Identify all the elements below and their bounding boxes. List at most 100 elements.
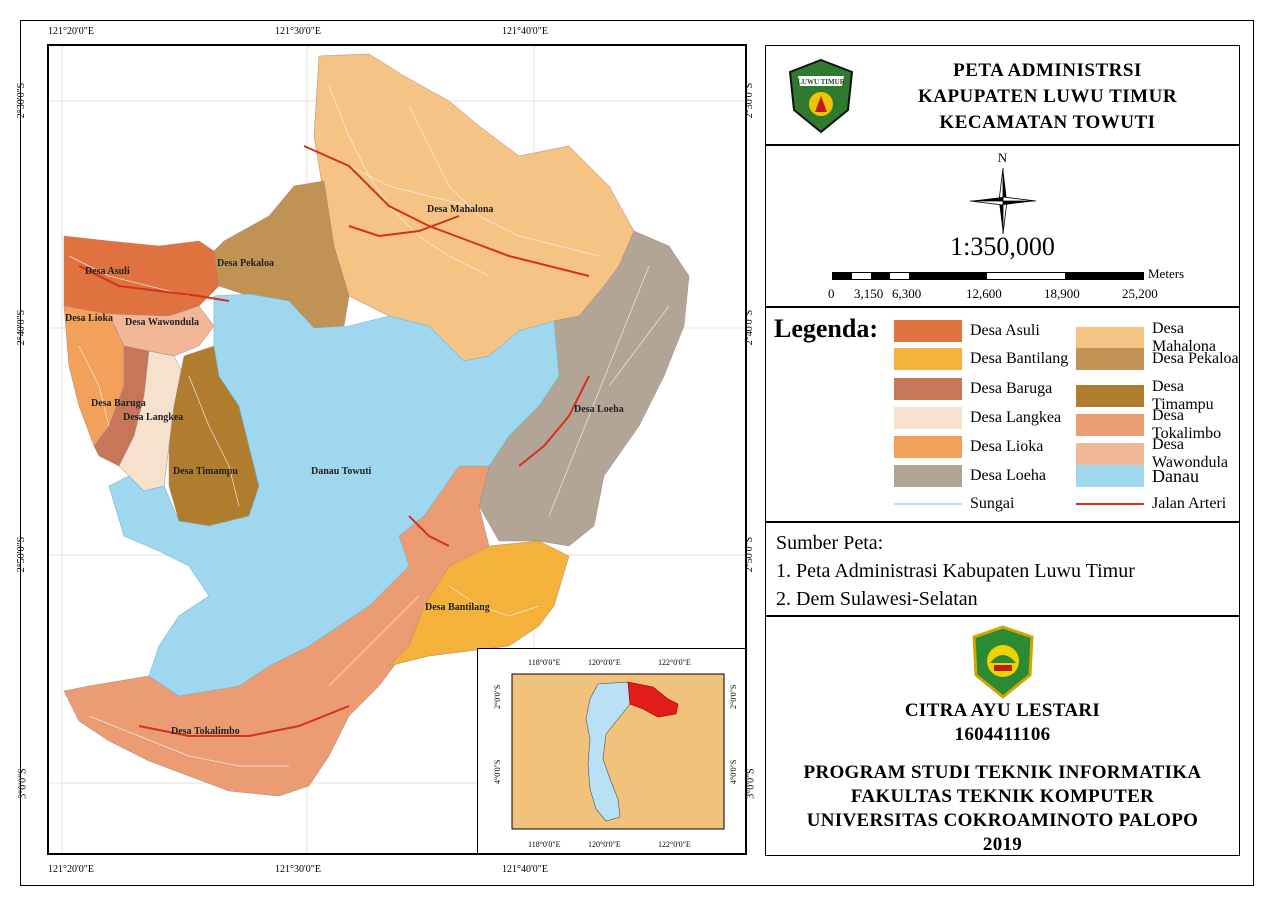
scale-tick-1: 3,150 [854,286,884,301]
bottom-coord-1: 121°20'0"E [48,864,94,875]
inset-highlight [627,681,679,718]
left-coord-4: 3°0'0"S [17,768,29,799]
scale-tick-2: 6,300 [892,286,922,301]
label-pekaloa: Desa Pekaloa [217,258,274,269]
label-baruga: Desa Baruga [91,398,146,409]
label-loeha: Desa Loeha [574,404,624,415]
scale-tick-5: 25,200 [1122,286,1158,301]
north-arrow-icon [969,167,1037,235]
inset-bottom-coord-2: 120°0'0"E [588,840,621,849]
north-letter: N [997,150,1008,165]
top-coord-1: 121°20'0"E [48,26,94,37]
outer-frame [20,20,1254,886]
legend-swatch [1076,414,1144,436]
inset-left-coord-2: 4°0'0"S [493,760,502,784]
main-map[interactable]: Desa Mahalona Desa Pekaloa Desa Asuli De… [47,44,747,855]
bottom-coord-3: 121°40'0"E [502,864,548,875]
label-asuli: Desa Asuli [85,266,130,277]
top-coord-2: 121°30'0"E [275,26,321,37]
top-coord-3: 121°40'0"E [502,26,548,37]
road-network [78,145,590,737]
legend-swatch [894,348,962,370]
author-faculty: FAKULTAS TEKNIK KOMPUTER [850,786,1155,807]
inset-right-coord-2: 4°0'0"S [729,760,738,784]
legend-item-sungai: Sungai [894,493,1014,515]
legend-item-langkea: Desa Langkea [894,407,1061,429]
label-lioka: Desa Lioka [65,313,113,324]
svg-text:LUWU TIMUR: LUWU TIMUR [797,78,845,86]
legend-item-danau: Danau [1076,465,1199,487]
inset-bottom-coord-3: 122°0'0"E [658,840,691,849]
title-line-2: KAPUPATEN LUWU TIMUR [917,86,1178,107]
scale-tick-3: 12,600 [966,286,1002,301]
region-loeha[interactable] [478,230,690,547]
source-panel: Sumber Peta: 1. Peta Administrasi Kabupa… [765,522,1240,616]
legend-swatch [1076,465,1144,487]
scale-unit: Meters [1148,266,1185,281]
title-line-3: KECAMATAN TOWUTI [939,112,1156,133]
title-panel: LUWU TIMUR PETA ADMINISTRSI KAPUPATEN LU… [765,45,1240,145]
legend-item-bantilang: Desa Bantilang [894,348,1068,370]
legend-item-asuli: Desa Asuli [894,320,1040,342]
legend-item-lioka: Desa Lioka [894,436,1043,458]
left-coord-3: 2°50'0"S [16,536,28,573]
author-panel: CITRA AYU LESTARI 1604411106 PROGRAM STU… [765,616,1240,856]
bottom-coord-2: 121°30'0"E [275,864,321,875]
legend-title: Legenda: [774,314,878,343]
inset-bottom-coord-1: 118°0'0"E [528,840,561,849]
right-coord-4: 3°0'0"S [745,768,757,799]
inset-top-coord-1: 118°0'0"E [528,658,561,667]
inset-map[interactable]: 118°0'0"E 120°0'0"E 122°0'0"E 118°0'0"E … [477,648,745,853]
title-line-1: PETA ADMINISTRSI [953,60,1142,81]
legend-item-mahalona: Desa Mahalona [1076,320,1239,356]
legend-item-jalan: Jalan Arteri [1076,493,1226,515]
legend-swatch [894,320,962,342]
luwu-timur-logo: LUWU TIMUR [786,58,856,134]
inset-province [585,681,631,822]
left-coord-1: 2°30'0"S [16,82,28,119]
author-program: PROGRAM STUDI TEKNIK INFORMATIKA [803,762,1202,783]
legend-item-pekaloa: Desa Pekaloa [1076,348,1239,370]
legend-swatch [1076,443,1144,465]
legend-swatch [894,407,962,429]
label-bantilang: Desa Bantilang [425,602,490,613]
university-logo [968,625,1038,699]
legend-swatch [1076,348,1144,370]
left-coord-2: 2°40'0"S [16,309,28,346]
scale-panel: N 1:350,000 Meters 0 3,150 6,300 12,600 … [765,145,1240,307]
region-danau[interactable] [108,293,560,697]
author-name: CITRA AYU LESTARI [904,700,1101,721]
scale-ratio: 1:350,000 [950,232,1055,261]
label-langkea: Desa Langkea [123,412,183,423]
label-tokalimbo: Desa Tokalimbo [171,726,240,737]
scale-tick-0: 0 [828,286,835,301]
legend-swatch [894,436,962,458]
legend-swatch [894,378,962,400]
legend-item-loeha: Desa Loeha [894,465,1046,487]
region-bantilang[interactable] [388,540,570,667]
source-item-2: 2. Dem Sulawesi-Selatan [776,588,978,610]
legend-item-tokalimbo: Desa Tokalimbo [1076,407,1239,443]
inset-top-coord-2: 120°0'0"E [588,658,621,667]
legend-line-swatch [1076,493,1144,515]
inset-left-coord-1: 2°0'0"S [493,685,502,709]
source-title: Sumber Peta: [776,532,884,554]
legend-swatch [894,465,962,487]
legend-swatch [1076,385,1144,407]
legend-item-wawondula: Desa Wawondula [1076,436,1239,472]
legend-item-timampu: Desa Timampu [1076,378,1239,414]
source-item-1: 1. Peta Administrasi Kabupaten Luwu Timu… [776,560,1135,582]
inset-right-coord-1: 2°0'0"S [729,685,738,709]
label-timampu: Desa Timampu [173,466,238,477]
legend-line-swatch [894,493,962,515]
author-id: 1604411106 [954,724,1051,745]
scale-bar [832,272,1144,280]
legend-item-baruga: Desa Baruga [894,378,1052,400]
legend-swatch [1076,327,1144,349]
label-danau: Danau Towuti [311,466,372,477]
main-map-canvas: Desa Mahalona Desa Pekaloa Desa Asuli De… [49,46,745,853]
inset-map-canvas: 118°0'0"E 120°0'0"E 122°0'0"E 118°0'0"E … [493,658,738,849]
author-year: 2019 [982,834,1023,855]
author-university: UNIVERSITAS COKROAMINOTO PALOPO [806,810,1199,831]
label-wawondula: Desa Wawondula [125,317,199,328]
